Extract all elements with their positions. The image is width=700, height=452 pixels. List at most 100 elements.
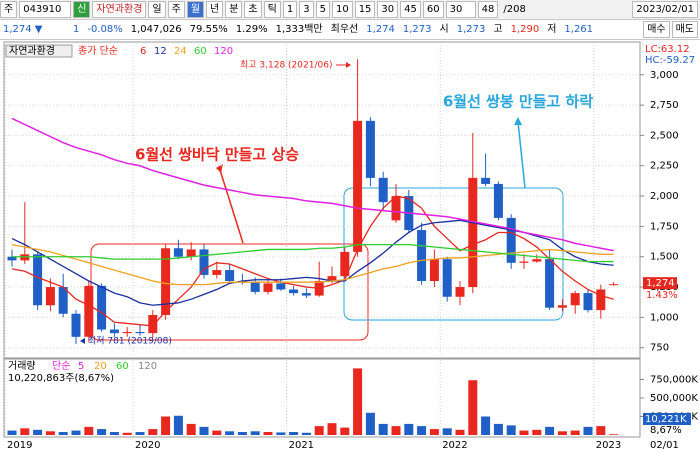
interval[interactable]: 60 [422,1,444,18]
x-tick-label: 2020 [135,440,160,451]
candle-body [429,259,439,281]
volume-bar [340,427,350,435]
interval[interactable]: 10 [331,1,353,18]
buy-button[interactable]: 매수 [643,21,670,38]
ma-line [11,195,614,327]
volume-bar [186,423,196,435]
volume-bar [71,430,81,435]
y-tick-label: 2,750 [650,100,679,111]
interval[interactable]: 30 [377,1,399,18]
volume-bar [596,426,606,435]
volume-bar [455,429,465,435]
interval[interactable]: 15 [354,1,376,18]
interval-select[interactable]: 30 [445,1,476,18]
date-label: 02/01 [650,440,679,451]
candle-body [596,289,606,311]
hc-label: HC:-59.27 [645,55,695,66]
period[interactable]: 분 [225,1,243,18]
volume-bar [468,380,478,435]
period[interactable]: 주 [167,1,185,18]
legend-entry: 6 [140,46,146,57]
title-box [5,44,73,58]
candle-body [186,249,196,257]
volume-subtitle: 10,220,863주(8,67%) [8,373,114,384]
turnover: 1.29% [235,24,268,35]
candle-body [340,251,350,277]
y-tick-label: 1,500 [650,252,679,263]
candle-body [212,270,222,275]
period[interactable]: 틱 [263,1,281,18]
volume-bar [109,432,119,435]
volume-bar [173,415,183,435]
volume-bar [481,416,491,435]
volume-bar [135,432,145,435]
code-input[interactable]: 043910 [19,1,72,18]
last-change: 1.43% [646,290,678,301]
chart: 자연과환경 종가 단순 LC:63.12 HC:-59.27 3,000 2,75… [3,41,698,451]
volume-bar [45,431,55,435]
interval[interactable]: 3 [299,1,314,18]
date-input[interactable]: 2023/02/01 [632,1,698,18]
legend-entry: 120 [138,361,157,372]
candle-body [276,283,286,290]
period[interactable]: 월 [186,1,205,18]
interval[interactable]: 5 [315,1,330,18]
candle-body [250,282,260,292]
sell-button[interactable]: 매도 [671,21,698,38]
badge[interactable]: 신 [73,1,91,18]
candle-body [225,270,235,281]
change-pct: -0.08% [87,24,123,35]
period[interactable]: 초 [244,1,262,18]
last-volume-box [643,413,691,425]
volume-bar [609,434,619,435]
y-tick-label: 750,000K [650,375,698,386]
stock-name[interactable]: 자연과환경 [92,1,147,18]
candle-body [263,283,273,292]
total: /208 [503,4,526,15]
last-price: 1,274 [646,278,675,289]
candle-body [71,313,81,337]
legend-entry: 60 [194,46,207,57]
candle-body [442,259,452,297]
candle-body [506,217,516,263]
volume-bar [493,423,503,435]
volume-bar [353,368,363,435]
volume-bar [250,431,260,435]
candle-body [583,293,593,311]
candle-body [532,259,542,262]
volume-bar [20,428,30,435]
period[interactable]: 년 [206,1,224,18]
volume-bar [570,430,580,435]
volume-bar [557,431,567,435]
annotation: 6월선 쌍바닥 만들고 상승 [135,146,299,164]
candle-body [519,261,529,263]
candle-body [33,254,43,306]
candle-body [327,276,337,281]
tab[interactable]: 주 [0,1,18,18]
volume-bar [263,432,273,435]
legend-title: 단순 [52,360,70,372]
legend-entry: 20 [94,361,107,372]
y-tick-label: 2,500 [650,130,679,141]
x-tick-label: 2022 [442,440,467,451]
y-tick-label: 1,000 [650,312,679,323]
high: 1,290 [510,24,540,35]
volume-bar [442,428,452,435]
candle-body [455,287,465,297]
volume-bar [33,429,43,435]
period[interactable]: 일 [148,1,166,18]
legend-entry: 12 [154,46,167,57]
volume-bar [404,423,414,435]
candle-body [301,293,311,296]
candle-body [481,177,491,184]
candle-body [570,293,580,306]
annotation: 최저 781 (2019/08) [88,336,172,347]
interval[interactable]: 1 [282,1,298,18]
count[interactable]: 48 [477,1,499,18]
arrowhead [80,338,85,344]
interval[interactable]: 45 [400,1,421,18]
volume-bar [532,429,542,435]
legend-entry: 120 [214,46,233,57]
y-tick-label: 750 [650,343,669,354]
